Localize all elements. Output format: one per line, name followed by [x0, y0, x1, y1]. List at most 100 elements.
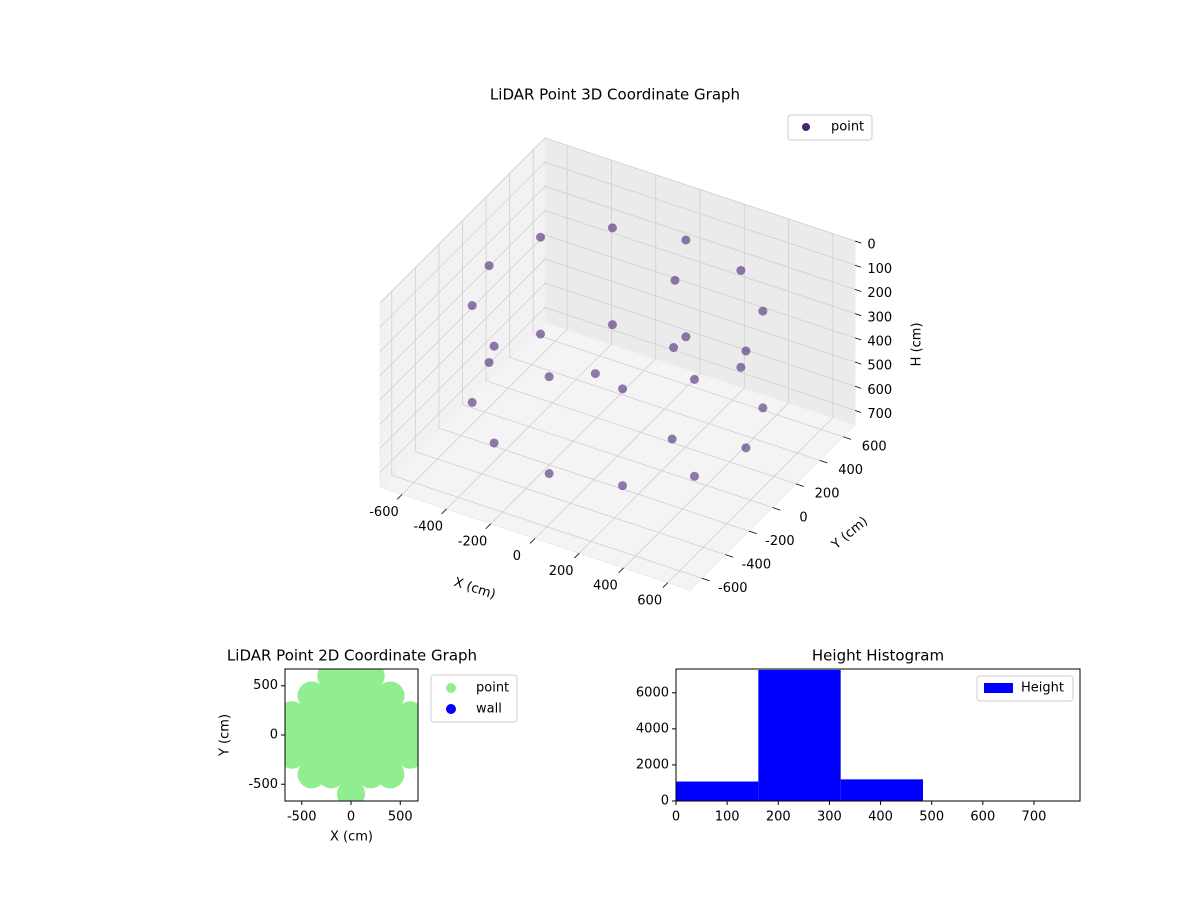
x-tick-label: 100	[715, 810, 740, 825]
grid-line	[509, 356, 820, 461]
point	[484, 357, 494, 367]
grid-line	[379, 282, 546, 449]
grid-line	[485, 380, 797, 485]
x-tick-label: 400	[868, 810, 893, 825]
point	[536, 329, 546, 339]
point	[758, 403, 768, 413]
legend-box	[787, 114, 873, 141]
point	[297, 721, 326, 749]
z-tick-label: 400	[867, 334, 892, 349]
tick-mark	[618, 567, 624, 574]
x-tick-label: 500	[388, 810, 413, 825]
tick-mark	[854, 337, 862, 341]
x-tick-label: 200	[766, 810, 791, 825]
x-tick-label: 600	[637, 593, 662, 608]
legend-label: point	[476, 681, 509, 696]
point	[618, 481, 628, 491]
y-tick-label: 0	[270, 728, 278, 743]
point	[669, 343, 679, 353]
grid-line	[379, 307, 546, 473]
group	[285, 669, 418, 801]
point	[337, 760, 366, 789]
x-tick-label: -600	[369, 505, 399, 520]
legend-marker	[446, 704, 456, 714]
x-tick-label: 400	[593, 579, 618, 594]
tick-mark	[843, 436, 852, 440]
y-axis-label: Y (cm)	[828, 514, 871, 553]
tick-mark	[854, 385, 862, 389]
tick-mark	[662, 582, 669, 588]
x-tick-label: 0	[513, 549, 521, 564]
tick-mark	[396, 494, 403, 500]
grid-line	[415, 451, 726, 556]
point	[467, 397, 477, 407]
point	[317, 721, 346, 749]
point	[376, 721, 405, 749]
point	[741, 443, 751, 453]
legend-marker	[984, 683, 1013, 693]
x-tick-label: 0	[672, 810, 680, 825]
y-tick-label: 2000	[636, 757, 669, 772]
x-tick-label: 0	[347, 810, 355, 825]
x-tick-label: -400	[414, 520, 444, 535]
tick-mark	[701, 577, 710, 582]
z-tick-label: 700	[867, 407, 892, 422]
y-axis-label: Y (cm)	[218, 714, 233, 757]
point	[356, 701, 385, 730]
tick-mark	[819, 459, 828, 464]
grid-line	[544, 258, 856, 363]
x-tick-label: 200	[549, 564, 574, 579]
z-tick-label: 300	[867, 310, 892, 325]
point	[536, 232, 546, 242]
point	[590, 369, 600, 379]
y-tick-label: -400	[742, 557, 772, 572]
tick-mark	[795, 483, 804, 487]
tick-mark	[854, 313, 862, 317]
tick-mark	[854, 264, 862, 268]
grid-line	[379, 234, 546, 401]
x-tick-label: 300	[817, 810, 842, 825]
z-tick-label: 100	[867, 262, 892, 277]
grid-line	[533, 333, 844, 438]
point	[681, 332, 691, 342]
point	[297, 701, 326, 730]
point	[337, 669, 366, 690]
tick-mark	[854, 361, 862, 365]
grid-line	[544, 282, 856, 387]
y-tick-label: 0	[661, 794, 669, 809]
legend-label: Height	[1021, 681, 1064, 696]
point	[758, 306, 768, 316]
point	[337, 740, 366, 769]
point	[484, 261, 494, 271]
point	[544, 469, 554, 479]
bar	[758, 669, 841, 801]
grid-line	[544, 161, 856, 266]
grid-line	[544, 210, 856, 315]
grid-line	[544, 307, 856, 411]
grid-line	[544, 234, 856, 339]
tick-mark	[441, 508, 447, 515]
point	[317, 740, 346, 769]
legend-box	[976, 675, 1074, 702]
point	[337, 721, 366, 749]
y-tick-label: 500	[253, 678, 278, 693]
group	[676, 669, 1080, 801]
y-tick-label: 6000	[636, 685, 669, 700]
tick-mark	[854, 240, 862, 244]
axes-frame	[675, 668, 1081, 802]
y-tick-label: -600	[718, 581, 748, 596]
y-tick-label: 200	[815, 487, 840, 502]
point	[337, 681, 366, 710]
z-tick-label: 600	[867, 383, 892, 398]
grid-line	[391, 474, 702, 579]
legend-label: point	[831, 120, 864, 135]
point	[607, 320, 617, 330]
bar	[676, 781, 759, 801]
point	[681, 235, 691, 245]
point	[667, 434, 677, 444]
y-tick-label: 4000	[636, 721, 669, 736]
x-tick-label: 600	[970, 810, 995, 825]
chart-title: LiDAR Point 3D Coordinate Graph	[490, 86, 740, 104]
point	[337, 701, 366, 730]
